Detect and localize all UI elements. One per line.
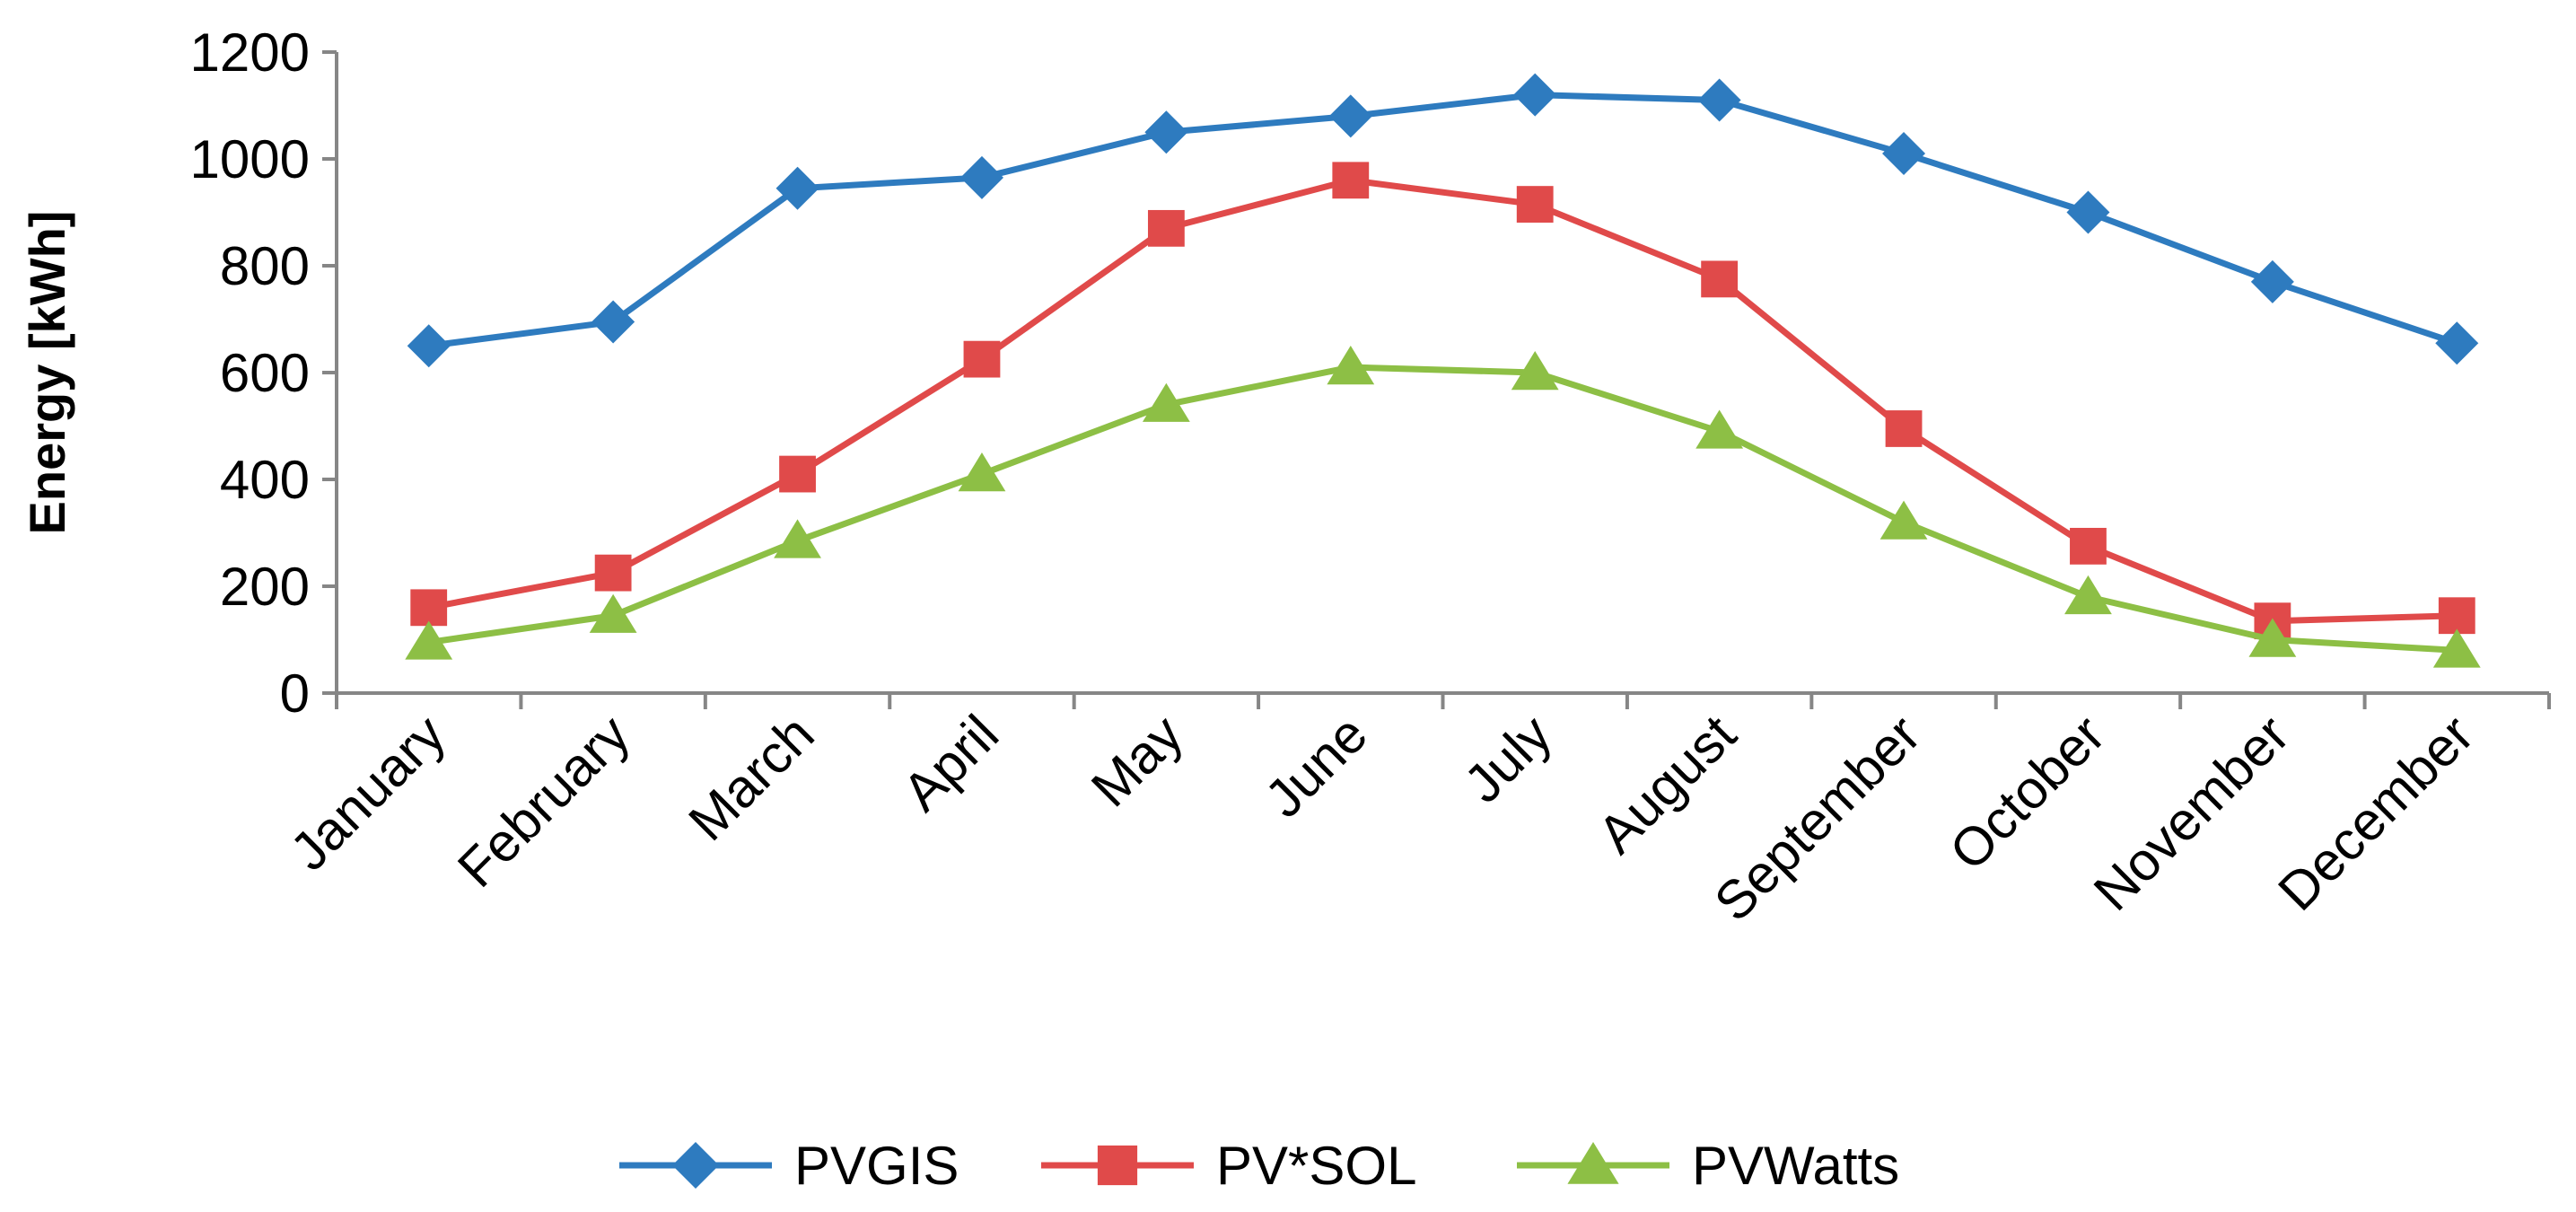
data-point-pvwatts [1695,409,1744,449]
legend-label: PVGIS [794,1136,959,1196]
data-point-pvwatts [589,593,637,633]
data-point-pv-sol [963,340,1001,378]
legend-marker [1567,1142,1619,1184]
legend: PVGIS PV*SOL PVWatts [619,1136,1899,1196]
legend-item-pv-sol: PV*SOL [1041,1136,1416,1196]
series-line-pv-sol [428,177,2458,625]
x-tick-label: October [1938,704,2116,882]
data-point-pv-sol [410,589,448,627]
data-point-pvgis [1513,73,1557,117]
data-point-pvgis [591,300,635,344]
data-point-pvwatts [1879,500,1928,540]
y-tick-label: 1000 [190,129,310,189]
data-point-pvwatts [2064,575,2112,615]
legend-item-pvwatts: PVWatts [1517,1136,1899,1196]
legend-marker [1097,1145,1138,1186]
data-point-pvgis [959,155,1003,199]
x-tick-label: January [279,704,457,882]
data-point-pvwatts [1511,351,1559,391]
data-point-pvwatts [774,519,821,558]
series-pvwatts [405,346,2481,668]
data-point-pv-sol [2070,527,2107,565]
legend-label: PVWatts [1692,1136,1899,1196]
x-tick-label: March [677,704,825,852]
data-point-pv-sol [1701,260,1739,298]
y-tick-label: 200 [220,557,310,617]
legend-label: PV*SOL [1216,1136,1416,1196]
x-tick-label: April [891,704,1010,822]
series-pvgis [407,73,2479,368]
data-point-pvgis [1882,132,1926,176]
y-tick-label: 400 [220,450,310,510]
x-tick-label: June [1254,704,1379,829]
data-point-pvwatts [958,452,1006,492]
data-point-pv-sol [1885,410,1923,447]
data-point-pvgis [775,166,819,210]
data-point-pv-sol [594,554,632,592]
data-point-pvgis [1697,78,1741,122]
legend-marker [672,1142,719,1189]
data-point-pvwatts [2248,618,2297,657]
data-point-pvgis [1144,110,1188,154]
legend-item-pvgis: PVGIS [619,1136,959,1196]
data-point-pv-sol [2438,597,2475,635]
data-point-pv-sol [1147,209,1185,247]
y-axis-label: Energy [kWh] [19,211,75,535]
series-layer [405,73,2481,668]
x-tick-label: December [2266,704,2484,922]
x-tick-label: August [1586,704,1748,865]
data-point-pv-sol [779,455,816,493]
series-line-pvgis [428,92,2458,349]
data-point-pvgis [1328,94,1372,138]
series-pv-sol [410,162,2475,640]
data-point-pvgis [2066,190,2110,234]
y-tick-label: 600 [220,343,310,403]
x-tick-label: November [2082,704,2300,922]
x-tick-label: February [446,704,641,899]
series-line-pvwatts [428,364,2458,654]
data-point-pvgis [2250,259,2294,303]
y-tick-label: 800 [220,236,310,296]
x-tick-label: July [1453,704,1564,814]
data-point-pvwatts [405,620,453,660]
data-point-pvgis [407,324,451,368]
y-ticks: 0 200 400 600 800 1000 1200 [190,22,337,724]
data-point-pvwatts [1327,346,1375,385]
data-point-pvwatts [2432,628,2481,668]
data-point-pv-sol [1332,162,1370,199]
y-tick-label: 0 [280,663,310,724]
data-point-pv-sol [1516,186,1554,223]
data-point-pvwatts [1142,382,1190,422]
x-tick-label: May [1080,704,1195,819]
y-tick-label: 1200 [190,22,310,83]
data-point-pvgis [2435,321,2479,365]
